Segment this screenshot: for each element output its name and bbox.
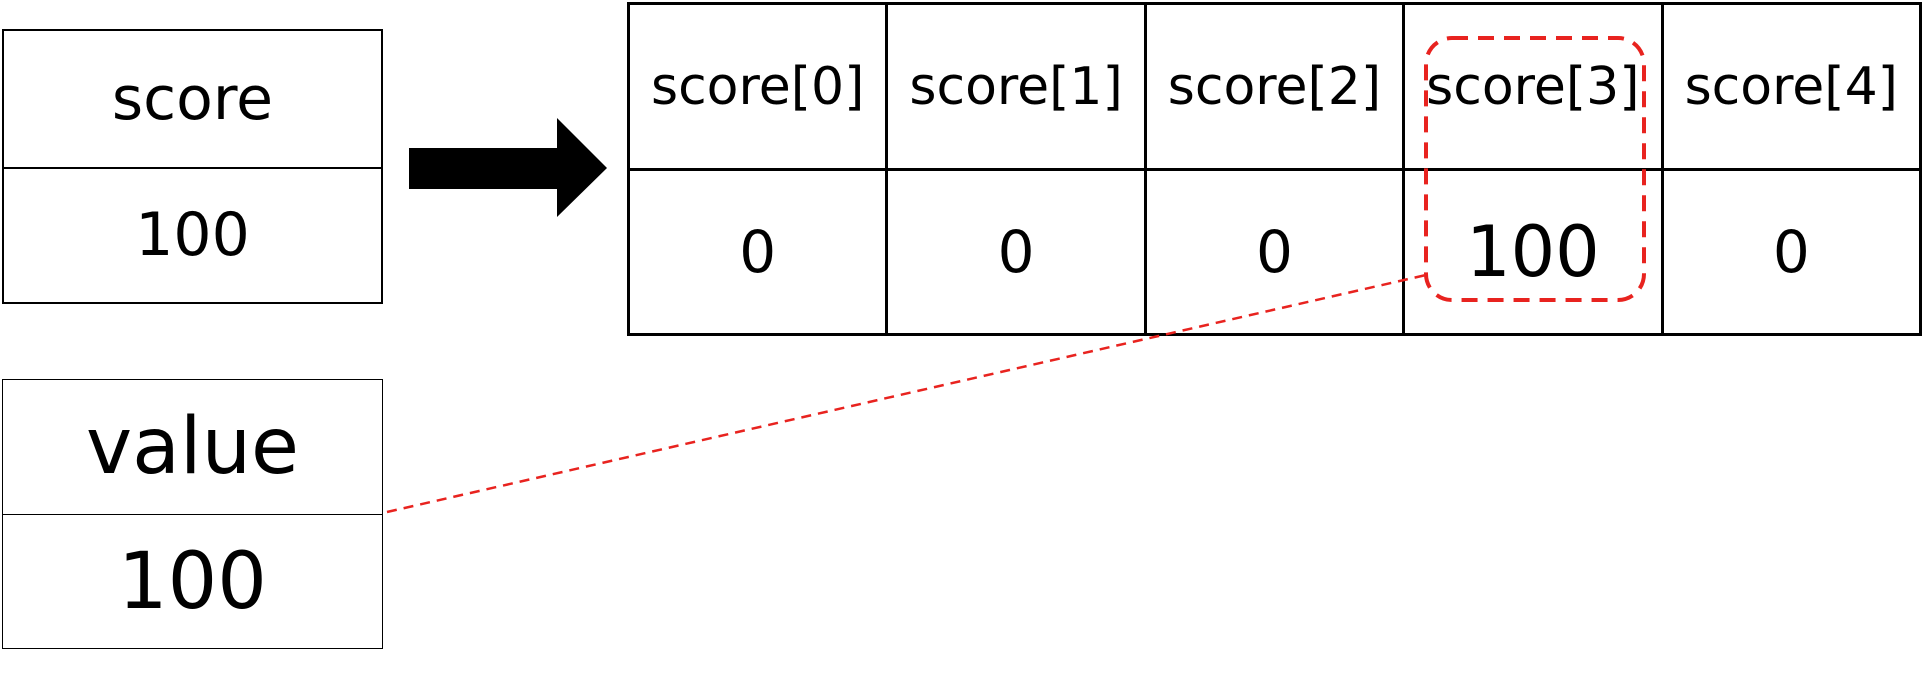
- array-header-0: score[0]: [626, 2, 889, 171]
- score-array-table: score[0] score[1] score[2] score[3] scor…: [626, 2, 1923, 336]
- value-variable-box: value 100: [2, 379, 383, 649]
- right-arrow-icon: [409, 118, 607, 217]
- value-variable-name: value: [85, 402, 300, 492]
- array-value-4: 0: [1660, 168, 1923, 336]
- array-value-2: 0: [1143, 168, 1406, 336]
- array-value-3: 100: [1402, 168, 1664, 336]
- array-value-row: 0 0 0 100 0: [626, 168, 1923, 336]
- array-header-4: score[4]: [1660, 2, 1923, 171]
- array-value-0: 0: [626, 168, 889, 336]
- array-value-1: 0: [885, 168, 1147, 336]
- score-variable-box: score 100: [2, 29, 383, 304]
- value-variable-value: 100: [3, 514, 382, 648]
- array-header-1: score[1]: [885, 2, 1147, 171]
- score-variable-name: score: [111, 63, 274, 134]
- array-header-2: score[2]: [1143, 2, 1406, 171]
- score-variable-value: 100: [4, 166, 381, 303]
- array-header-3: score[3]: [1402, 2, 1664, 171]
- array-index-row: score[0] score[1] score[2] score[3] scor…: [626, 2, 1923, 171]
